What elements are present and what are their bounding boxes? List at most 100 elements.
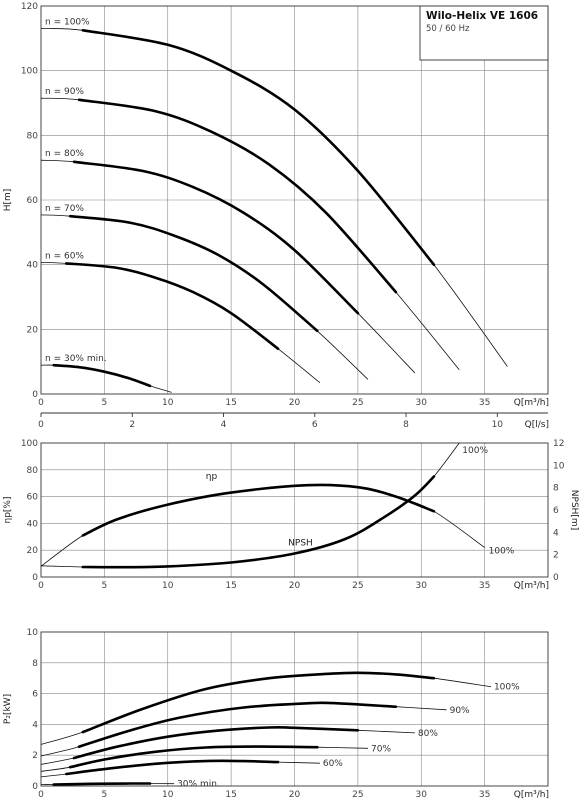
- x-tick-label: 30: [416, 581, 428, 591]
- curve-operating: [81, 29, 436, 266]
- panel-frame: [40, 631, 549, 787]
- x-tick-label: 0: [38, 790, 44, 800]
- x-tick-label: 20: [289, 790, 301, 800]
- x-tick-label: 15: [225, 398, 236, 408]
- curve-operating: [77, 98, 398, 294]
- x-tick-label: 25: [352, 398, 363, 408]
- curve-operating: [72, 725, 360, 760]
- x-tick-label: 25: [352, 790, 363, 800]
- y-tick-label: 40: [27, 261, 39, 271]
- x-tick-label: 35: [479, 790, 490, 800]
- text-layer: 0 5 10 15 20 25 30 35020406080100120Q[m³/h]H[m]…: [3, 2, 579, 800]
- x-tick-label: 0: [38, 398, 44, 408]
- power-curve-label: 30% min.: [177, 780, 220, 790]
- y-axis-title: ηp[%]: [3, 497, 13, 524]
- x-tick-label: 25: [352, 581, 363, 591]
- curve-thin: [40, 262, 321, 384]
- speed-curve-label: n = 90%: [45, 87, 84, 97]
- speed-curve-label: n = 30% min.: [45, 354, 107, 364]
- x-tick-label: 10: [162, 581, 174, 591]
- power-curve-label: 80%: [418, 729, 438, 739]
- curve-operating: [81, 475, 436, 569]
- x-axis-title: Q[m³/h]: [514, 790, 549, 800]
- curve-thin: [40, 28, 508, 367]
- secondary-x-tick-label: 2: [129, 420, 135, 430]
- y-tick-label: 40: [27, 519, 39, 529]
- y-tick-label: 4: [32, 720, 38, 730]
- curve-thin: [40, 364, 172, 393]
- curve-thin: [40, 442, 460, 568]
- y2-tick-label: 2: [553, 551, 559, 561]
- curve-operating: [81, 483, 436, 537]
- y-tick-label: 60: [27, 493, 39, 503]
- curve-operating: [77, 701, 398, 748]
- y-tick-label: 80: [27, 466, 39, 476]
- efficiency-end-label: 100%: [489, 547, 515, 557]
- x-tick-label: 0: [38, 581, 44, 591]
- y-tick-label: 2: [32, 751, 38, 761]
- chart-subtitle: 50 / 60 Hz: [426, 24, 470, 34]
- secondary-x-tick-label: 0: [38, 420, 44, 430]
- y-tick-label: 20: [27, 546, 39, 556]
- y2-tick-label: 10: [553, 461, 565, 471]
- y-tick-label: 10: [27, 628, 39, 638]
- secondary-x-tick-label: 10: [492, 420, 504, 430]
- y-tick-label: 0: [32, 782, 38, 792]
- power-curve-label: 90%: [450, 706, 470, 716]
- curve-operating: [72, 160, 360, 315]
- y-tick-label: 80: [27, 131, 39, 141]
- y-tick-label: 120: [21, 2, 38, 12]
- secondary-x-axis-title: Q[l/s]: [525, 420, 549, 430]
- x-axis-title: Q[m³/h]: [514, 581, 549, 591]
- y-axis-title: P₂[kW]: [3, 694, 13, 724]
- x-tick-label: 30: [416, 790, 428, 800]
- curve-operating: [52, 363, 152, 388]
- curve-thin: [40, 746, 369, 772]
- y2-tick-label: 8: [553, 484, 559, 494]
- secondary-x-tick-label: 8: [403, 420, 409, 430]
- x-tick-label: 5: [102, 581, 108, 591]
- x-tick-label: 15: [225, 790, 236, 800]
- x-tick-label: 35: [479, 398, 490, 408]
- y-tick-label: 100: [21, 439, 38, 449]
- power-curve-label: 100%: [494, 683, 520, 693]
- x-tick-label: 35: [479, 581, 490, 591]
- x-tick-label: 10: [162, 790, 174, 800]
- chart-title: Wilo-Helix VE 1606: [426, 10, 538, 22]
- y2-tick-label: 4: [553, 528, 559, 538]
- curve-operating: [81, 671, 436, 734]
- y-axis-title: H[m]: [3, 189, 13, 212]
- npsh-curve-label: NPSH: [288, 539, 313, 549]
- speed-curve-label: n = 70%: [45, 204, 84, 214]
- x-tick-label: 15: [225, 581, 236, 591]
- curve-layer: [40, 28, 508, 786]
- x-tick-label: 20: [289, 398, 301, 408]
- speed-curve-label: n = 80%: [45, 149, 84, 159]
- y-tick-label: 6: [32, 690, 38, 700]
- npsh-end-label: 100%: [462, 446, 488, 456]
- y2-tick-label: 6: [553, 506, 559, 516]
- x-tick-label: 20: [289, 581, 301, 591]
- efficiency-curve-label: ηp: [206, 472, 218, 482]
- x-axis-title: Q[m³/h]: [514, 398, 549, 408]
- y2-tick-label: 12: [553, 439, 564, 449]
- y2-tick-label: 0: [553, 573, 559, 583]
- title-box-frame: [419, 5, 549, 61]
- curve-operating: [52, 782, 152, 786]
- y-tick-label: 0: [32, 573, 38, 583]
- curve-thin: [40, 484, 485, 567]
- power-curve-label: 60%: [323, 759, 343, 769]
- x-tick-label: 5: [102, 398, 108, 408]
- title-box: Wilo-Helix VE 1606 50 / 60 Hz: [419, 5, 549, 61]
- secondary-x-tick-label: 4: [221, 420, 227, 430]
- speed-curve-label: n = 100%: [45, 18, 90, 28]
- panel-frame: [40, 5, 549, 395]
- y-tick-label: 20: [27, 325, 39, 335]
- x-tick-label: 5: [102, 790, 108, 800]
- y-tick-label: 8: [32, 659, 38, 669]
- y-tick-label: 60: [27, 196, 39, 206]
- curve-operating: [68, 214, 319, 333]
- x-tick-label: 10: [162, 398, 174, 408]
- curve-operating: [68, 745, 319, 769]
